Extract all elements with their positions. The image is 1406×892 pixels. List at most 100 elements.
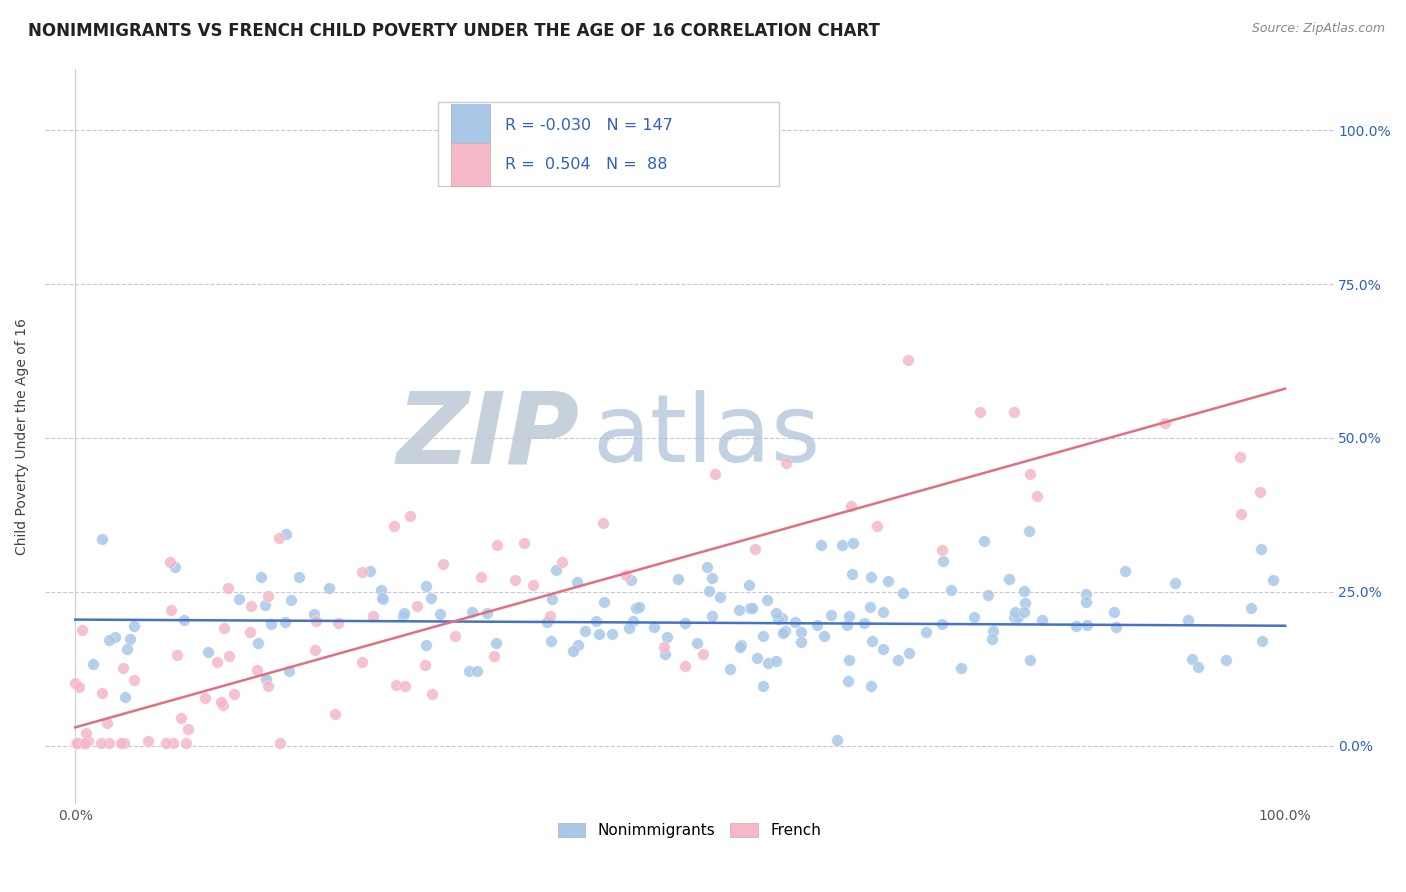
Point (415, 638, 437, 652)
Point (838, 652, 860, 666)
Point (1064, 619, 1087, 633)
Point (82, 657, 104, 672)
Point (859, 570, 882, 584)
Point (1240, 601, 1263, 615)
Point (254, 673, 277, 687)
Point (536, 615, 558, 629)
Point (973, 533, 995, 548)
Point (770, 611, 793, 625)
Point (260, 616, 283, 631)
FancyBboxPatch shape (439, 102, 779, 186)
Point (323, 706, 346, 721)
Point (1018, 467, 1040, 481)
Point (567, 575, 589, 590)
Point (877, 574, 900, 588)
Point (585, 615, 607, 629)
Point (1018, 524, 1040, 539)
Point (825, 732, 848, 747)
Point (756, 656, 779, 670)
Point (1261, 573, 1284, 587)
Point (218, 649, 240, 664)
Point (163, 560, 186, 574)
Point (1177, 613, 1199, 627)
Point (1004, 606, 1026, 620)
Point (475, 606, 498, 620)
Point (1181, 651, 1204, 665)
Point (267, 531, 290, 545)
Point (394, 606, 416, 620)
Point (111, 661, 134, 675)
Point (257, 589, 280, 603)
Point (406, 599, 429, 613)
Point (820, 607, 842, 622)
Point (246, 663, 269, 677)
Point (765, 607, 787, 621)
Point (1249, 485, 1271, 500)
Point (1026, 489, 1049, 503)
Point (470, 570, 492, 584)
Point (624, 601, 647, 615)
Point (97, 632, 120, 647)
Point (709, 590, 731, 604)
Point (177, 723, 200, 737)
Point (209, 695, 232, 709)
Point (254, 598, 277, 612)
Point (1229, 450, 1251, 464)
Point (998, 572, 1021, 586)
Point (1250, 541, 1272, 556)
Point (897, 646, 920, 660)
Point (166, 648, 188, 663)
Point (614, 568, 637, 582)
Point (217, 581, 239, 595)
Point (326, 615, 349, 630)
Point (730, 638, 752, 652)
Point (837, 618, 859, 632)
Point (592, 595, 614, 609)
Point (257, 679, 280, 693)
FancyBboxPatch shape (451, 143, 489, 186)
Point (977, 588, 1000, 602)
Point (741, 601, 763, 615)
Point (887, 653, 910, 667)
Point (891, 586, 914, 600)
Point (939, 582, 962, 597)
Point (744, 542, 766, 557)
Point (704, 467, 727, 481)
Point (775, 457, 797, 471)
Point (692, 647, 714, 661)
Point (544, 563, 567, 577)
Point (728, 640, 751, 654)
Point (738, 600, 761, 615)
Point (458, 664, 481, 678)
Point (831, 537, 853, 551)
Text: ZIP: ZIP (396, 388, 579, 485)
Point (751, 629, 773, 643)
Point (841, 566, 863, 581)
Point (280, 593, 302, 607)
Point (73, 736, 96, 750)
Point (304, 642, 326, 657)
Point (120, 632, 142, 647)
Point (122, 673, 145, 687)
Point (318, 581, 340, 595)
Point (897, 352, 920, 367)
Point (865, 519, 887, 533)
Point (136, 733, 159, 747)
Point (775, 624, 797, 639)
Point (718, 662, 741, 676)
Point (465, 664, 488, 678)
Point (1012, 584, 1035, 599)
Point (652, 640, 675, 655)
Point (239, 624, 262, 639)
Point (96, 715, 118, 730)
Point (110, 736, 132, 750)
Point (1002, 405, 1025, 419)
Point (1031, 613, 1053, 627)
Point (222, 687, 245, 701)
Point (842, 535, 865, 549)
Point (1074, 586, 1097, 600)
Point (249, 570, 271, 584)
Point (685, 636, 707, 650)
Point (1114, 564, 1136, 578)
Point (413, 657, 436, 672)
